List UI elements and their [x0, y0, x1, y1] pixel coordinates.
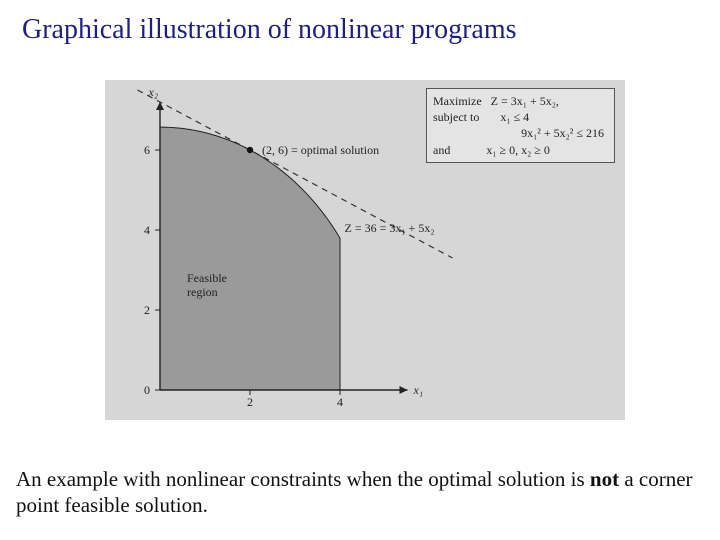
constraint-2: 9x₁² + 5x₂² ≤ 216: [521, 126, 604, 140]
problem-formulation-box: Maximize Z = 3x₁ + 5x₂, subject to x₁ ≤ …: [426, 88, 615, 163]
svg-text:Feasible: Feasible: [187, 271, 227, 285]
and-label: and: [433, 143, 450, 157]
svg-text:6: 6: [144, 143, 150, 157]
svg-text:4: 4: [337, 395, 343, 409]
maximize-label: Maximize: [433, 94, 482, 108]
svg-text:(2, 6) = optimal solution: (2, 6) = optimal solution: [262, 143, 379, 157]
figure-caption: An example with nonlinear constraints wh…: [16, 466, 704, 519]
page-title: Graphical illustration of nonlinear prog…: [0, 0, 720, 46]
nonneg-constraints: x₁ ≥ 0, x₂ ≥ 0: [486, 143, 550, 157]
feasible-region-shape: [160, 127, 340, 390]
svg-text:Z = 36 = 3x₁ + 5x₂: Z = 36 = 3x₁ + 5x₂: [345, 221, 435, 235]
subject-to-label: subject to: [433, 110, 479, 124]
caption-emph: not: [590, 467, 619, 491]
svg-text:2: 2: [247, 395, 253, 409]
svg-text:region: region: [187, 285, 218, 299]
svg-text:0: 0: [144, 383, 150, 397]
constraint-1: x₁ ≤ 4: [500, 110, 529, 124]
svg-text:x₁: x₁: [413, 383, 424, 397]
figure-panel: 2 4 0 2 4 6 x₁ x₂ (2, 6) = optimal solution Z = …: [105, 80, 625, 420]
optimal-point: [247, 147, 253, 153]
caption-pre: An example with nonlinear constraints wh…: [16, 467, 590, 491]
svg-text:2: 2: [144, 303, 150, 317]
svg-text:4: 4: [144, 223, 150, 237]
objective-expr: Z = 3x₁ + 5x₂,: [491, 94, 559, 108]
svg-text:x₂: x₂: [148, 85, 159, 99]
